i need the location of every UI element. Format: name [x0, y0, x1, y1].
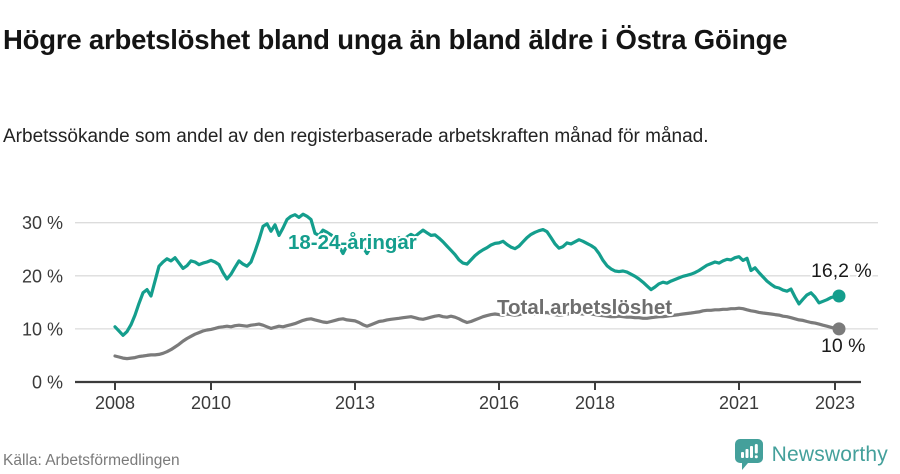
x-tick-label-2010: 2010: [191, 393, 231, 413]
page-title: Högre arbetslöshet bland unga än bland ä…: [3, 24, 788, 56]
y-tick-label-30: 30 %: [22, 213, 63, 233]
series-line-total: [113, 306, 841, 361]
x-tick-label-2016: 2016: [479, 393, 519, 413]
x-tick-label-2013: 2013: [335, 393, 375, 413]
series-end-dot-total: [832, 322, 846, 336]
logo-exclamation-bar: [754, 444, 758, 454]
brand-name: Newsworthy: [771, 442, 888, 466]
series-end-dot-youth: [832, 289, 846, 303]
logo-exclamation-dot: [754, 455, 758, 459]
y-tick-label-10: 10 %: [22, 319, 63, 339]
newsworthy-logo: Newsworthy: [734, 439, 888, 470]
logo-bar-2: [745, 449, 749, 458]
x-tick-label-2023: 2023: [815, 393, 855, 413]
logo-bar-3: [749, 446, 753, 458]
end-value-label-youth: 16,2 %: [811, 260, 872, 282]
chart-svg: 2008 2010 2013 2016 2018 2021 2023 0 % 10 % 20 % 3…: [22, 212, 878, 413]
y-tick-label-0: 0 %: [32, 373, 63, 393]
x-tick-label-2021: 2021: [719, 393, 759, 413]
source-note: Källa: Arbetsförmedlingen: [3, 452, 180, 469]
y-tick-label-20: 20 %: [22, 266, 63, 286]
series-label-total: Total arbetslöshet: [497, 296, 672, 319]
series-label-youth: 18-24-åringar: [288, 231, 417, 254]
newsworthy-bubble-icon: [734, 439, 763, 470]
x-tick-label-2018: 2018: [575, 393, 615, 413]
x-tick-label-2008: 2008: [95, 393, 135, 413]
chart-subtitle: Arbetssökande som andel av den registerb…: [3, 126, 709, 147]
end-value-label-total: 10 %: [821, 335, 865, 357]
series-line-youth: [113, 212, 841, 337]
logo-bar-1: [740, 452, 744, 458]
